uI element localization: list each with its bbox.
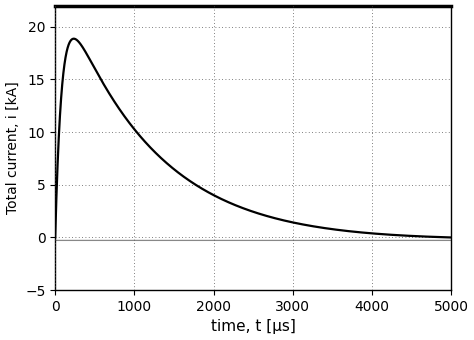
X-axis label: time, t [μs]: time, t [μs] bbox=[210, 320, 295, 335]
Y-axis label: Total current, i [kA]: Total current, i [kA] bbox=[6, 82, 19, 214]
